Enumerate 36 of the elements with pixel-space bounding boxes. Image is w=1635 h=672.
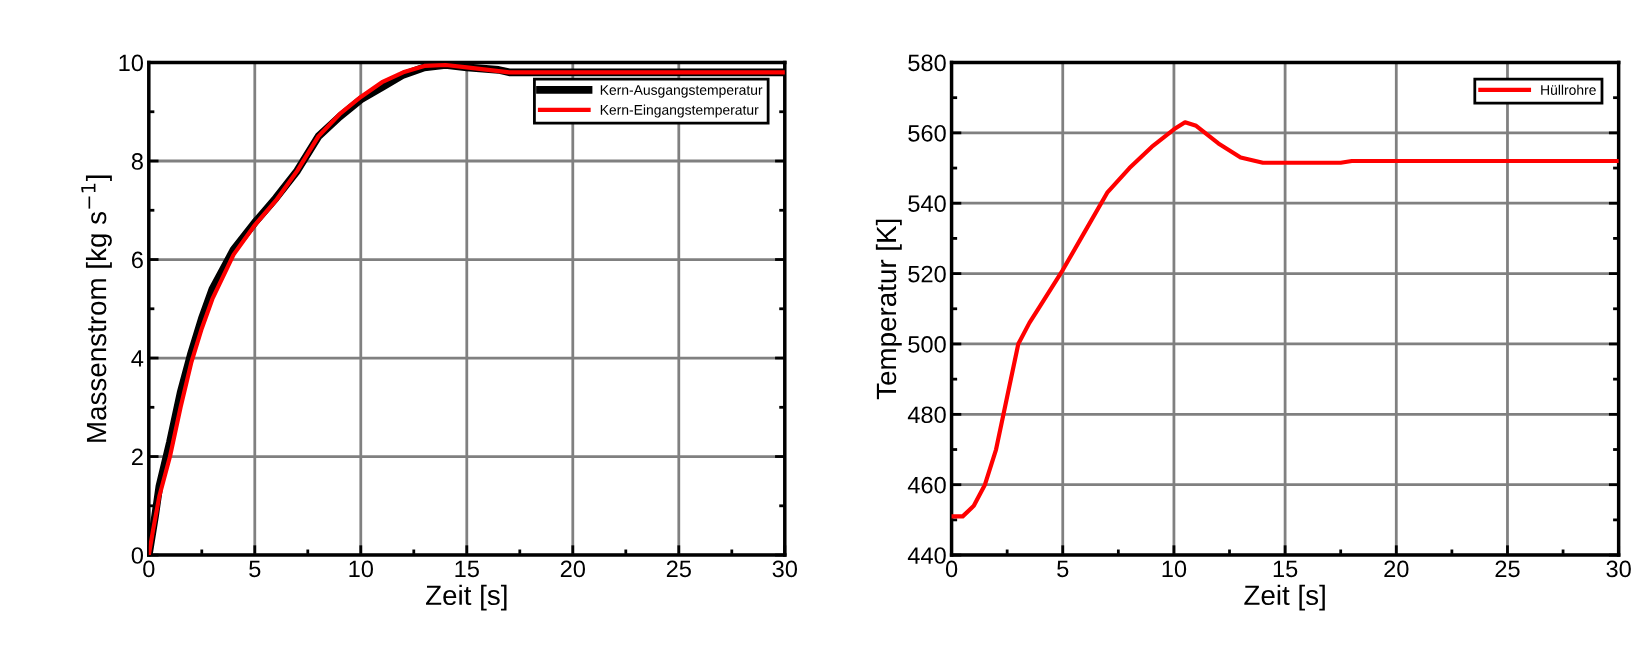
legend-label: Kern-Eingangstemperatur [600,104,759,118]
y-axis-title: Massenstrom [kg s$^{−1}$] [81,175,112,442]
x-tick-label: 10 [349,560,373,578]
y-tick-label: 4 [131,350,144,367]
y-tick-label: 480 [907,406,946,424]
x-axis-title: Zeit [s] [1244,584,1325,611]
y-tick-label: 8 [131,153,143,170]
x-tick-label: 15 [455,560,479,578]
x-tick-label: 0 [945,560,958,578]
y-tick-label: 0 [131,547,143,564]
x-tick-label: 20 [560,560,585,578]
x-tick-label: 5 [1057,560,1069,578]
y-tick-label: 460 [907,476,946,494]
x-tick-label: 10 [1162,560,1187,578]
line-series [951,120,1619,519]
y-tick-label: 540 [908,195,946,213]
y-tick-label: 560 [908,124,946,142]
legend-label: Hüllrohre [1541,84,1596,95]
y-tick-label: 520 [908,265,946,283]
y-tick-label: 500 [908,336,946,353]
y-tick-label: 580 [908,54,946,72]
x-tick-label: 30 [1606,560,1631,578]
y-tick-label: 2 [131,448,143,466]
x-tick-label: 25 [666,560,691,578]
x-tick-label: 30 [772,560,798,578]
x-tick-label: 25 [1495,560,1520,578]
x-tick-label: 20 [1384,560,1409,578]
legend-label: Kern-Ausgangstemperatur [600,85,763,98]
x-axis-title: Zeit [s] [426,584,507,611]
y-axis-title: Temperatur [K] [875,219,902,400]
y-tick-label: 440 [907,547,946,564]
x-tick-label: 15 [1273,560,1298,578]
y-tick-label: 6 [131,251,143,269]
x-tick-label: 0 [143,560,155,578]
y-tick-label: 10 [119,54,143,72]
x-tick-label: 5 [249,560,261,578]
